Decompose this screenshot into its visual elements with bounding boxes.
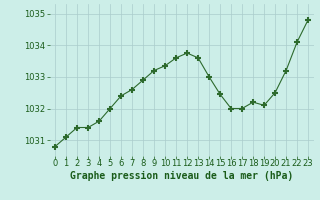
X-axis label: Graphe pression niveau de la mer (hPa): Graphe pression niveau de la mer (hPa): [70, 171, 293, 181]
